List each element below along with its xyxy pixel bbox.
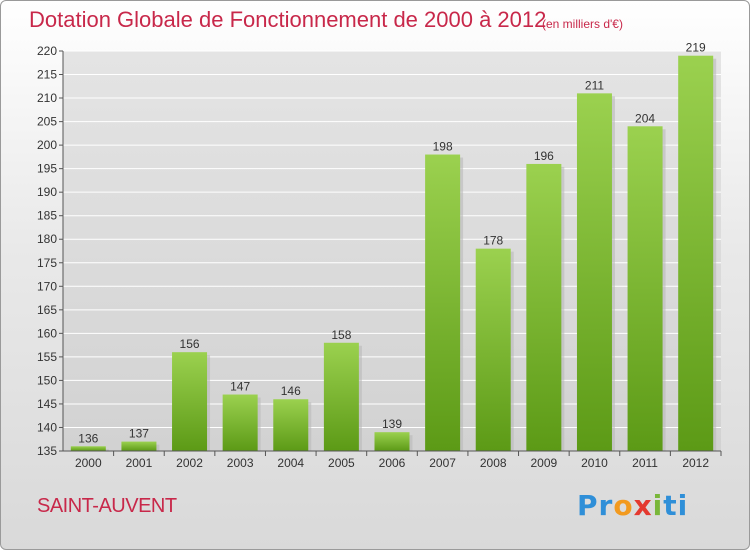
y-tick-label: 190 [37,185,57,199]
x-tick-label: 2001 [126,456,153,470]
logo-letter: o [613,489,634,522]
data-label: 178 [483,234,503,248]
bar [576,93,612,452]
x-tick-label: 2003 [227,456,254,470]
y-tick-label: 135 [37,444,57,458]
y-tick-label: 175 [37,256,57,270]
x-axis: 2000 2001 2002 2003 2004 2005 2006 2007 2008 2009… [63,450,722,470]
logo-letter: i [652,489,664,522]
proxiti-logo: Proxiti [577,489,688,522]
y-tick-label: 160 [37,326,57,340]
data-label: 136 [78,431,98,445]
bar [323,342,359,451]
y-tick-label: 210 [37,91,57,105]
y-tick-label: 215 [37,68,57,82]
bar [526,163,562,452]
data-labels: 136 137 156 147 146 158 139 198 178 196 211 204 219 [78,41,706,446]
bar [425,154,461,451]
x-tick-label: 2002 [176,456,203,470]
y-tick-label: 170 [37,279,57,293]
data-label: 146 [281,384,301,398]
data-label: 196 [534,149,554,163]
x-tick-label: 2009 [530,456,557,470]
y-tick-label: 185 [37,209,57,223]
data-label: 139 [382,417,402,431]
y-tick-label: 195 [37,162,57,176]
bar [678,55,714,452]
x-tick-label: 2008 [480,456,507,470]
x-tick-label: 2000 [75,456,102,470]
data-label: 204 [635,111,655,125]
data-label: 156 [180,337,200,351]
data-label: 198 [433,140,453,154]
x-tick-label: 2012 [682,456,709,470]
x-tick-label: 2005 [328,456,355,470]
plot-background [63,51,721,451]
y-tick-label: 140 [37,420,57,434]
bar [121,441,157,451]
bar [627,126,663,451]
data-label: 211 [585,78,604,92]
bars [70,55,717,452]
logo-letter: r [598,489,614,522]
y-tick-label: 205 [37,115,57,129]
bar [222,394,258,451]
data-label: 219 [686,41,706,55]
data-label: 137 [129,427,149,441]
logo-letter: P [577,489,599,522]
bar [70,446,106,451]
x-tick-label: 2007 [429,456,456,470]
town-name: SAINT-AUVENT [37,495,177,517]
logo-letter: x [633,489,653,522]
y-tick-label: 150 [37,373,57,387]
chart-title: Dotation Globale de Fonctionnement de 20… [29,7,547,32]
x-tick-label: 2004 [277,456,304,470]
y-tick-label: 200 [37,138,57,152]
plot-area [63,51,721,451]
y-tick-label: 165 [37,303,57,317]
y-tick-label: 180 [37,232,57,246]
y-tick-label: 155 [37,350,57,364]
y-tick-label: 145 [37,397,57,411]
data-label: 147 [230,380,250,394]
bar [172,352,208,451]
bar [273,399,309,451]
x-tick-label: 2006 [379,456,406,470]
data-label: 158 [331,328,351,342]
bar [374,432,410,451]
y-tick-label: 220 [37,44,57,58]
bar [475,248,511,451]
logo-letter: ti [663,489,689,522]
x-tick-label: 2011 [632,456,658,470]
y-axis: 135 140 145 150 155 160 165 170 175 180 185 190 195 2… [37,44,64,458]
chart-unit-note: (en milliers d'€) [542,17,623,31]
x-tick-label: 2010 [581,456,608,470]
